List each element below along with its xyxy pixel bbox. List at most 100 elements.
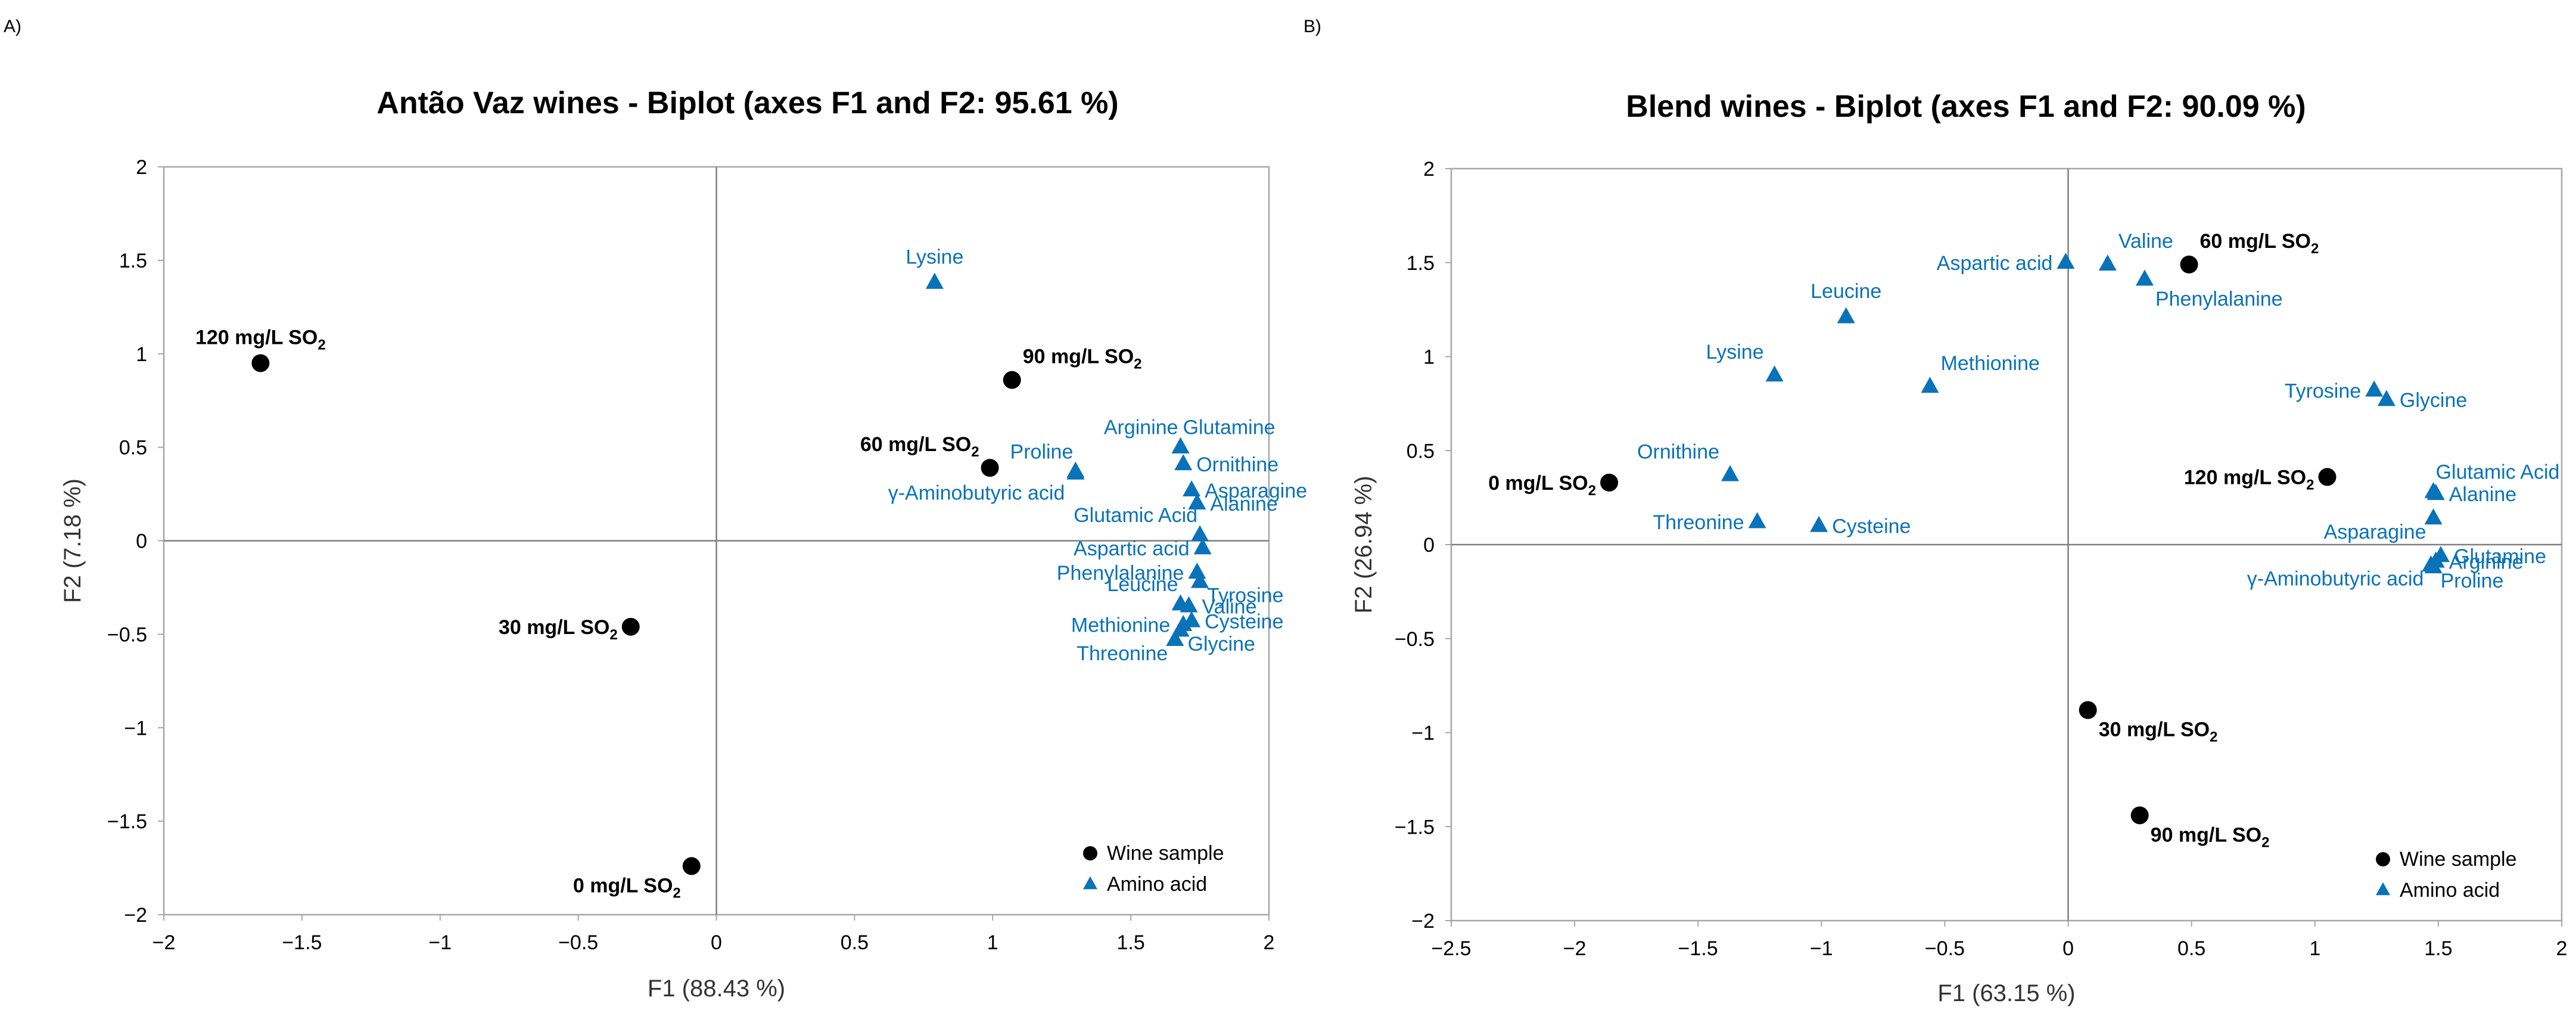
wine-sample-marker — [251, 354, 270, 372]
wine-sample-label-subscript: 2 — [609, 627, 617, 643]
x-tick-label: 1 — [2309, 937, 2320, 960]
amino-acid-marker — [2057, 253, 2075, 269]
wine-sample-label-subscript: 2 — [2210, 729, 2217, 745]
amino-acid-label: Lysine — [1706, 341, 1764, 363]
wine-sample-label-subscript: 2 — [2306, 477, 2314, 493]
amino-acid-label: Glutamine — [1183, 417, 1275, 439]
amino-acid-label: Glutamine — [2454, 545, 2546, 568]
legend-wine-label: Wine sample — [2400, 848, 2517, 871]
amino-acid-label: Proline — [1010, 440, 1074, 463]
x-axis-label: F1 (63.15 %) — [1937, 980, 2075, 1006]
x-tick-label: 1.5 — [2424, 937, 2452, 960]
y-tick-label: 1 — [1423, 346, 1435, 369]
wine-sample-label-subscript: 2 — [1134, 356, 1141, 372]
x-tick-label: −2.5 — [1431, 937, 1471, 960]
legend-wine-marker — [1083, 846, 1097, 860]
amino-acid-label: Asparagine — [1205, 480, 1307, 502]
wine-sample-label: 90 mg/L SO2 — [2151, 824, 2270, 850]
wine-sample-label-main: 90 mg/L SO — [2151, 824, 2261, 846]
amino-acid-label: γ-Aminobutyric acid — [888, 482, 1065, 505]
wine-sample-label-main: 30 mg/L SO — [499, 616, 609, 639]
wine-sample-marker — [2079, 701, 2097, 719]
legend: Wine sample Amino acid — [2376, 848, 2517, 902]
amino-acid-label: Phenylalanine — [1057, 562, 1184, 585]
amino-acid-label: γ-Aminobutyric acid — [2247, 568, 2424, 591]
wine-sample-label-main: 0 mg/L SO — [1488, 472, 1588, 495]
wine-sample-label-subscript: 2 — [2261, 834, 2269, 850]
y-tick-label: 2 — [1423, 158, 1435, 181]
wine-sample-marker — [981, 459, 999, 477]
amino-acid-label: Cysteine — [1832, 515, 1911, 537]
wine-sample-label: 120 mg/L SO2 — [2184, 466, 2314, 493]
y-tick-label: −2 — [124, 904, 147, 927]
legend-amino-marker — [1083, 876, 1097, 890]
x-tick-label: 2 — [1264, 931, 1275, 954]
legend-amino-label: Amino acid — [2400, 879, 2500, 902]
wine-sample-label: 30 mg/L SO2 — [499, 616, 618, 643]
x-tick-label: −1 — [428, 931, 452, 954]
x-tick-label: −0.5 — [1925, 937, 1965, 960]
amino-acid-marker — [1921, 377, 1939, 393]
x-tick-label: −1 — [1810, 937, 1833, 960]
wine-sample-label: 90 mg/L SO2 — [1023, 346, 1142, 372]
amino-acid-label: Glycine — [2400, 389, 2467, 412]
amino-acid-marker — [2135, 269, 2154, 286]
amino-acid-label: Lysine — [906, 246, 963, 269]
amino-acid-marker — [1188, 563, 1206, 579]
wine-sample-label-main: 90 mg/L SO — [1023, 346, 1134, 368]
amino-acid-label: Tyrosine — [1207, 585, 1284, 607]
wine-sample-label: 60 mg/L SO2 — [2200, 230, 2319, 257]
amino-acid-label: Phenylalanine — [2155, 288, 2283, 310]
amino-acid-label: Glycine — [1188, 633, 1255, 655]
y-tick-label: 1.5 — [1407, 252, 1435, 275]
legend-wine-label: Wine sample — [1107, 842, 1224, 865]
amino-acid-marker — [2426, 484, 2445, 501]
amino-acid-marker — [925, 272, 944, 289]
x-tick-label: 2 — [2556, 937, 2568, 960]
x-axis-label: F1 (88.43 %) — [648, 975, 785, 1002]
wine-sample-label-subscript: 2 — [1588, 483, 1596, 499]
amino-acid-label: Proline — [2441, 570, 2504, 592]
amino-acid-label: Ornithine — [1637, 440, 1719, 463]
amino-acid-marker — [2377, 390, 2395, 406]
amino-acid-label: Alanine — [1210, 493, 1277, 515]
amino-acid-label: Glutamic Acid — [2436, 461, 2560, 484]
y-tick-label: 0.5 — [119, 437, 147, 459]
wine-sample-label: 60 mg/L SO2 — [860, 433, 979, 460]
amino-acid-label: Asparagine — [2324, 521, 2426, 543]
amino-acid-marker — [1191, 571, 1209, 588]
y-tick-label: −2 — [1411, 910, 1435, 933]
amino-acid-marker — [1066, 463, 1085, 480]
x-tick-label: −1.5 — [282, 931, 322, 954]
amino-acid-label: Tyrosine — [2285, 380, 2362, 402]
panel-b-tag: B) — [1303, 17, 1321, 36]
wine-sample-marker — [2180, 255, 2198, 274]
wine-sample-marker — [1003, 371, 1021, 389]
wine-sample-label: 30 mg/L SO2 — [2099, 719, 2218, 745]
x-tick-label: 1.5 — [1116, 931, 1144, 954]
amino-acid-marker — [1810, 515, 1828, 532]
amino-acid-label: Threonine — [1077, 642, 1168, 665]
y-tick-label: −1.5 — [107, 810, 147, 833]
y-tick-label: 1 — [136, 343, 147, 366]
wine-sample-label-subscript: 2 — [971, 444, 979, 460]
x-tick-label: 0 — [2062, 937, 2074, 960]
amino-acid-label: Arginine — [2449, 551, 2524, 573]
amino-acid-marker — [1837, 307, 1855, 324]
wine-sample-label-main: 30 mg/L SO — [2099, 719, 2210, 741]
y-tick-label: 0.5 — [1407, 440, 1435, 462]
amino-acid-marker — [1166, 630, 1184, 647]
x-tick-label: −2 — [153, 931, 176, 954]
wine-sample-label-subscript: 2 — [673, 885, 680, 901]
amino-acid-marker — [1188, 493, 1206, 510]
wine-sample-label-main: 60 mg/L SO — [860, 433, 971, 456]
amino-acid-label: Threonine — [1653, 511, 1744, 534]
amino-acid-label: Arginine — [1104, 417, 1178, 439]
y-axis-label: F2 (26.94 %) — [1351, 476, 1377, 613]
x-tick-label: −0.5 — [558, 931, 598, 954]
legend-wine-marker — [2376, 852, 2390, 866]
amino-acid-label: Methionine — [1941, 352, 2040, 375]
amino-acid-label: Valine — [1202, 595, 1257, 618]
y-tick-label: 0 — [136, 530, 147, 553]
amino-acid-marker — [2098, 254, 2117, 271]
